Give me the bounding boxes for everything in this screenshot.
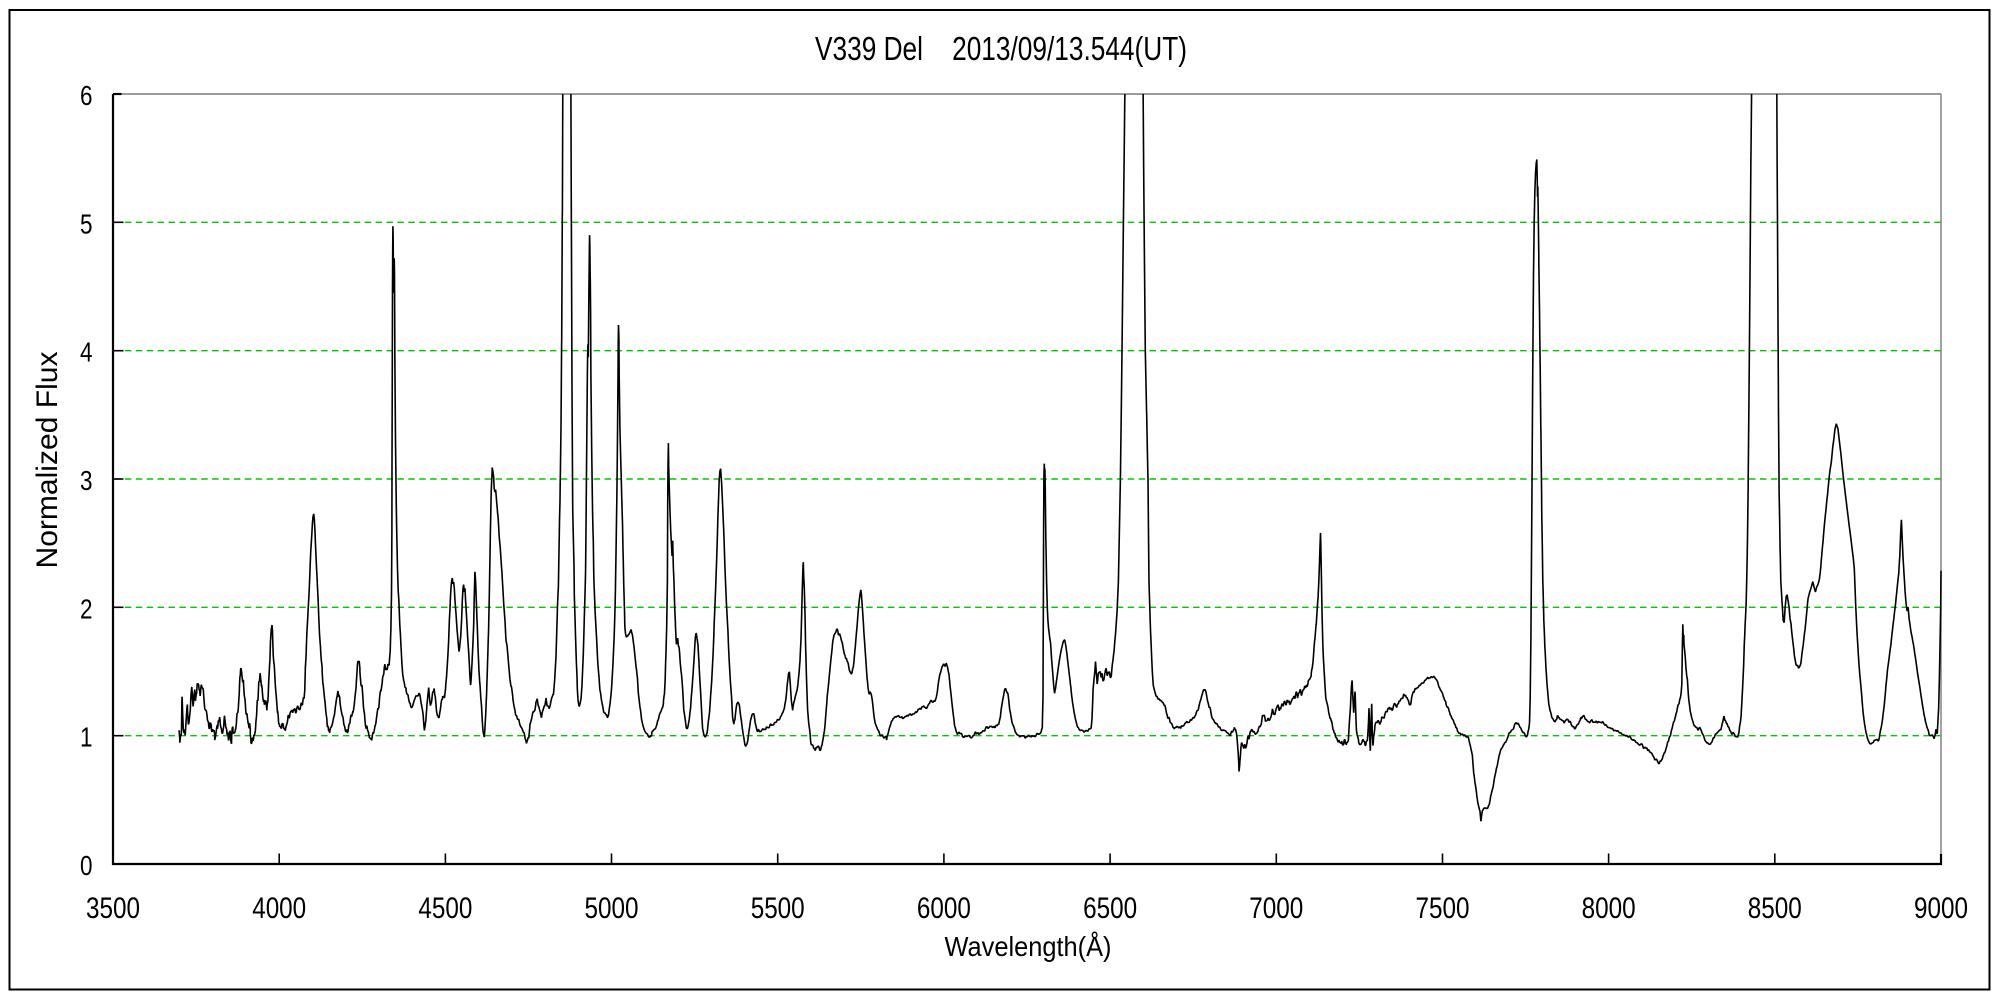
svg-text:6500: 6500 [1083, 892, 1137, 925]
svg-text:8500: 8500 [1748, 892, 1802, 925]
svg-text:6000: 6000 [917, 892, 971, 925]
svg-text:6: 6 [80, 80, 93, 111]
svg-text:7500: 7500 [1416, 892, 1470, 925]
svg-text:2: 2 [80, 593, 93, 624]
svg-text:Normalized Flux: Normalized Flux [31, 352, 64, 569]
svg-text:0: 0 [80, 850, 93, 881]
svg-text:4000: 4000 [252, 892, 306, 925]
svg-text:Wavelength(Å): Wavelength(Å) [945, 931, 1112, 962]
svg-text:5: 5 [80, 208, 93, 239]
svg-text:7000: 7000 [1249, 892, 1303, 925]
svg-text:1: 1 [80, 722, 93, 753]
svg-text:3: 3 [80, 465, 93, 496]
svg-text:4: 4 [80, 337, 93, 368]
svg-text:8000: 8000 [1582, 892, 1636, 925]
svg-text:5000: 5000 [585, 892, 639, 925]
svg-text:3500: 3500 [86, 892, 140, 925]
svg-text:4500: 4500 [418, 892, 472, 925]
svg-text:9000: 9000 [1914, 892, 1968, 925]
svg-text:V339 Del 2013/09/13.544(UT): V339 Del 2013/09/13.544(UT) [815, 30, 1187, 67]
svg-text:5500: 5500 [751, 892, 805, 925]
